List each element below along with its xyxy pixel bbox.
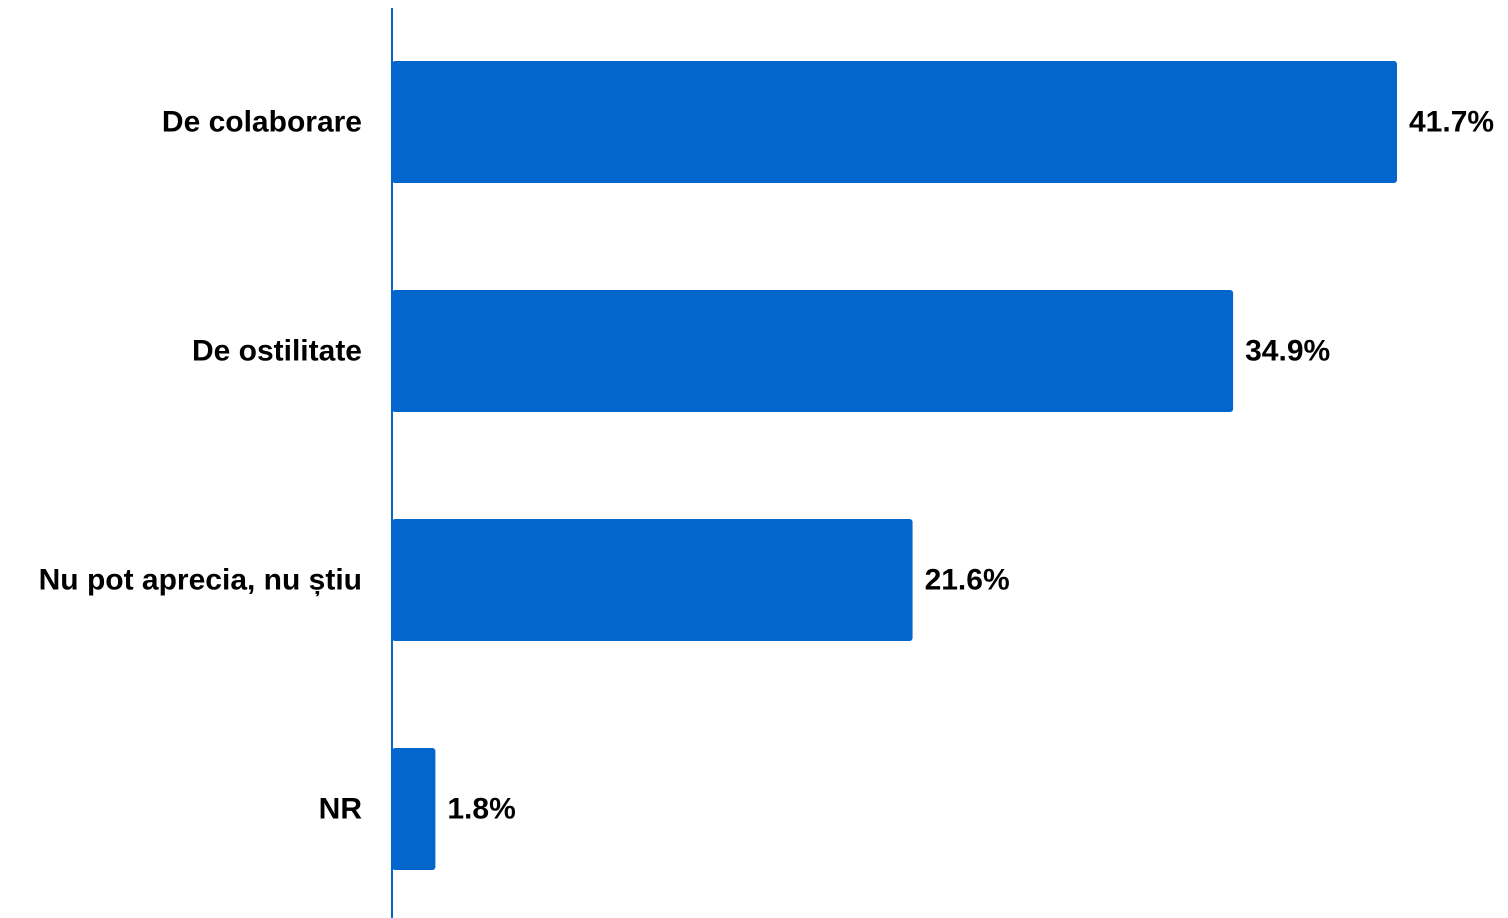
bar-4 [392,748,436,870]
bar-3 [392,519,913,641]
category-labels: De colaborare De ostilitate Nu pot aprecia… [39,106,363,826]
value-labels: 41.7% 34.9% 21.6% 1.8% [447,106,1494,826]
category-label: De colaborare [162,106,362,139]
category-label: NR [319,793,363,826]
value-label: 34.9% [1245,335,1330,368]
category-label: Nu pot aprecia, nu știu [39,564,362,597]
value-label: 21.6% [925,564,1010,597]
bar-group [392,61,1397,870]
bar-2 [392,290,1234,412]
category-label: De ostilitate [192,335,362,368]
bar-1 [392,61,1397,183]
value-label: 1.8% [447,793,515,826]
value-label: 41.7% [1409,106,1494,139]
